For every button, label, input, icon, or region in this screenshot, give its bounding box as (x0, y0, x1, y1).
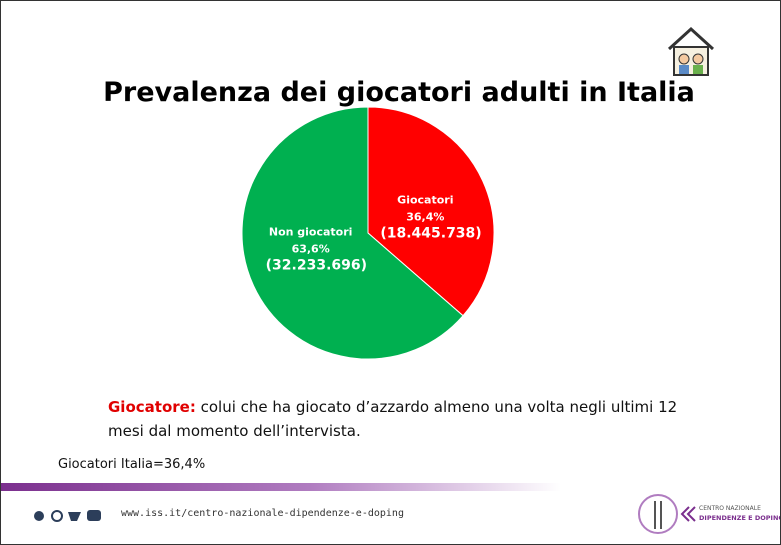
social-icons (34, 510, 101, 522)
slice-label-line: 63,6% (291, 242, 330, 256)
slice-label-line: (18.445.738) (380, 225, 482, 242)
definition: Giocatore: colui che ha giocato d’azzard… (108, 395, 708, 443)
slice-label-line: 36,4% (406, 210, 445, 224)
slice-label-line: (32.233.696) (265, 257, 368, 274)
footer-url: www.iss.it/centro-nazionale-dipendenze-e… (121, 508, 404, 519)
chart-title: Prevalenza dei giocatori adulti in Itali… (103, 77, 695, 108)
definition-term: Giocatore: (108, 398, 196, 416)
logo: CENTRO NAZIONALE DIPENDENZE E DOPING (638, 494, 780, 534)
slice-label-line: Non giocatori (268, 225, 353, 239)
definition-text: colui che ha giocato d’azzardo almeno un… (108, 398, 678, 440)
logo-text: CENTRO NAZIONALE (699, 505, 761, 512)
slice-label: Non giocatori 63,6% (32.233.696) (265, 223, 368, 274)
slice-label: Giocatori 36,4% (18.445.738) (380, 192, 482, 243)
pie-slice (241, 106, 464, 360)
logo-text: DIPENDENZE E DOPING (699, 514, 780, 522)
slice-label-line: Giocatori (397, 193, 454, 207)
house-icon (667, 26, 715, 76)
footer-bar (1, 483, 561, 491)
pie-slice (367, 106, 495, 317)
summary: Giocatori Italia=36,4% (58, 457, 206, 472)
